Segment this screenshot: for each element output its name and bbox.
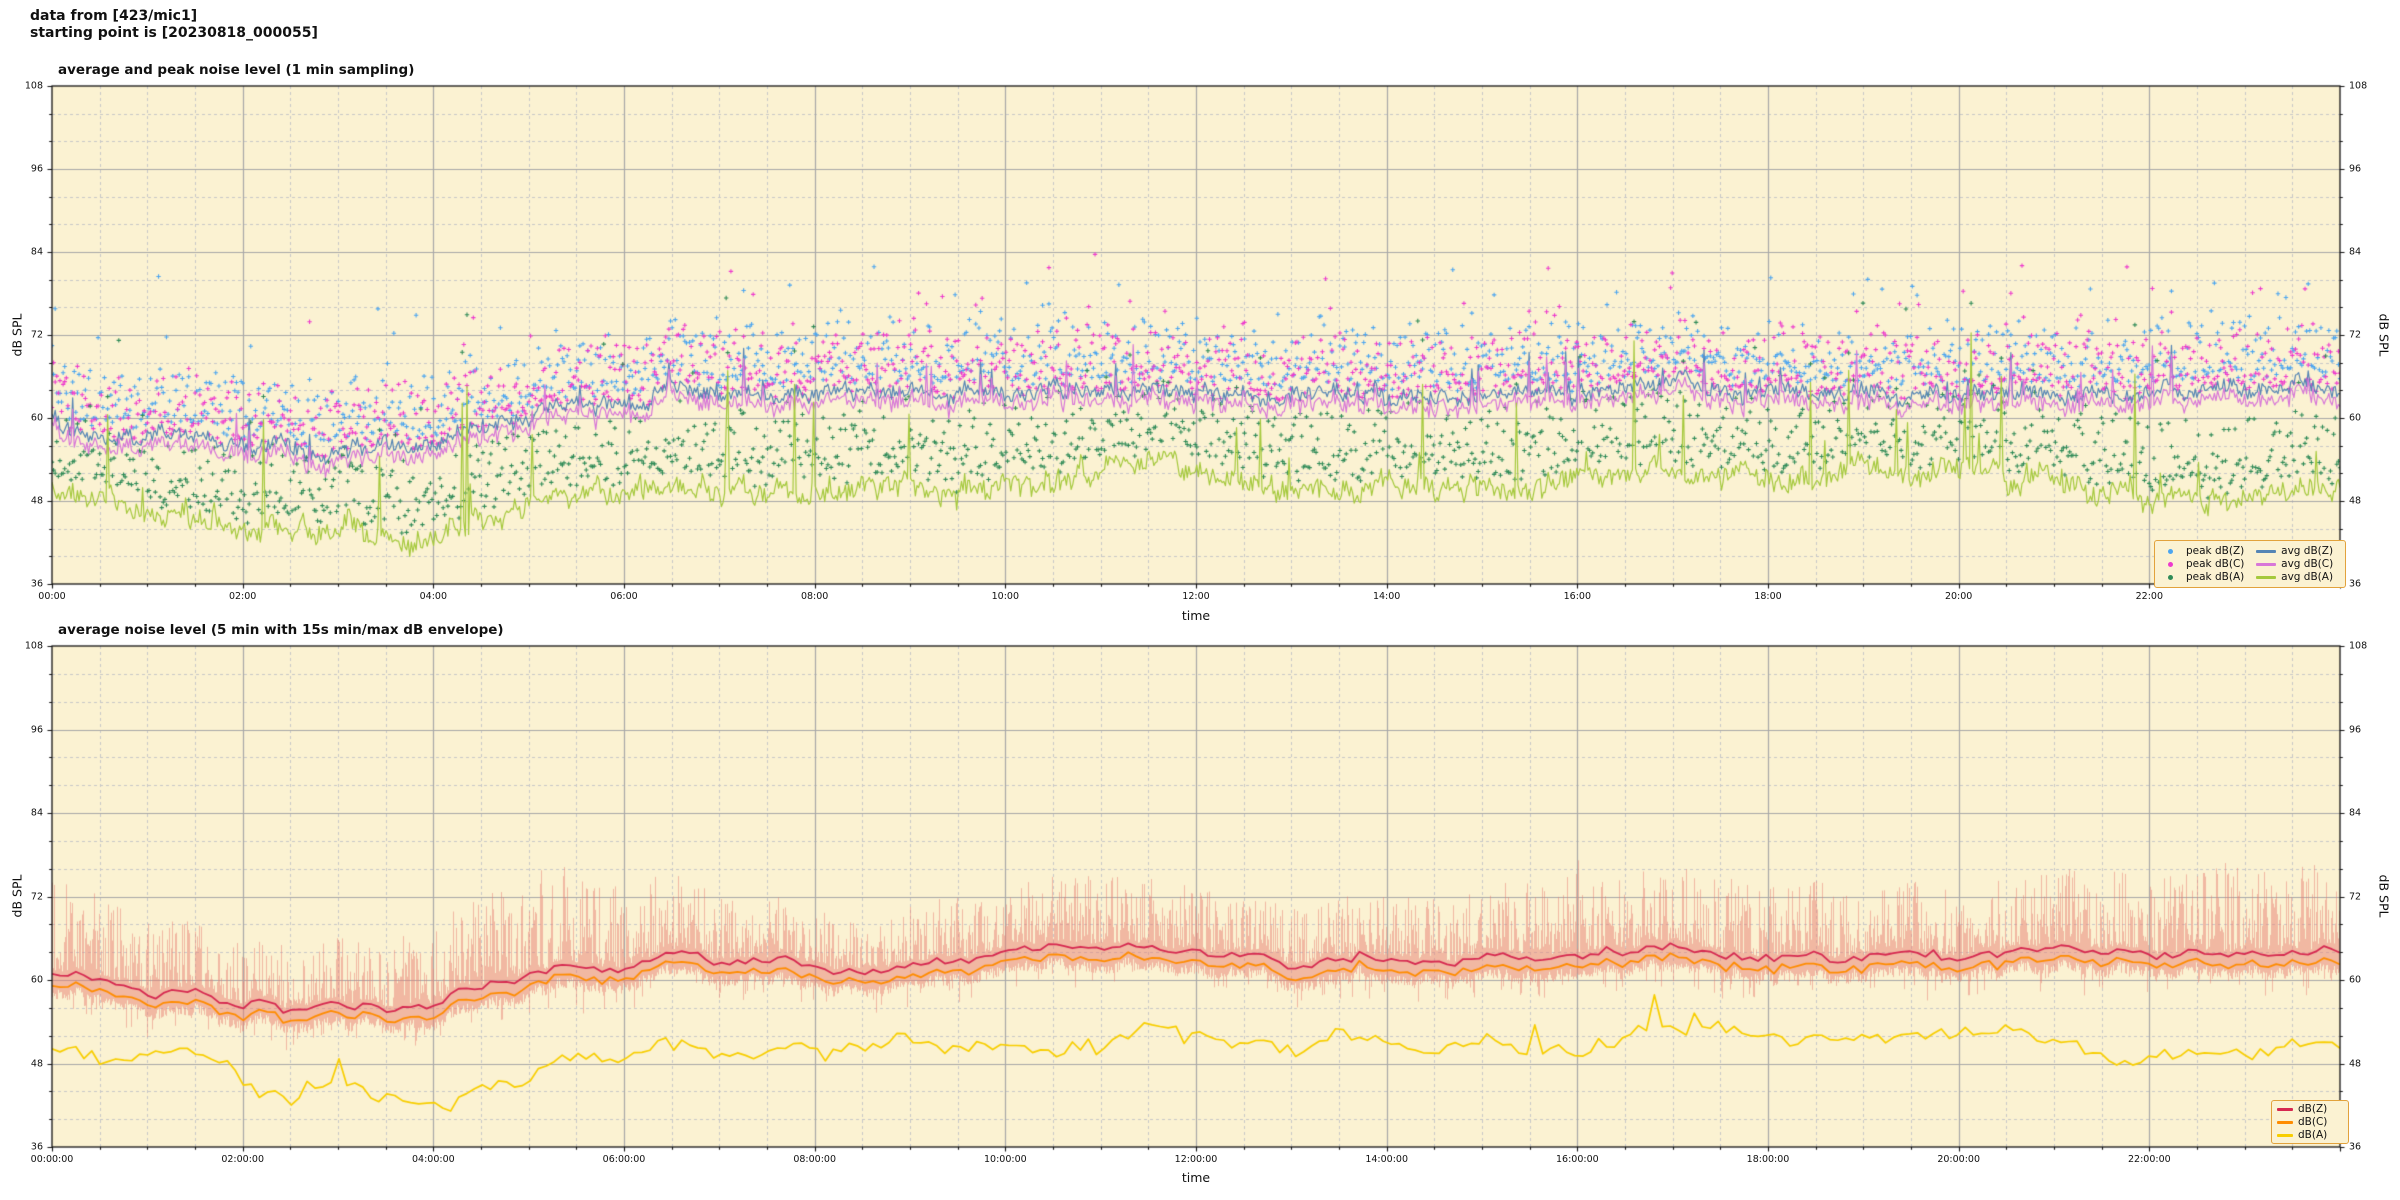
chart2-legend: dB(Z) dB(C) dB(A) bbox=[2271, 1100, 2349, 1144]
chart2-y-axis-label-right: dB SPL bbox=[2376, 874, 2392, 918]
chart1-y-tick-label-left: 108 bbox=[24, 80, 43, 92]
chart1-y-tick-label-right: 60 bbox=[2349, 412, 2362, 424]
dbc-line-icon bbox=[2277, 1120, 2293, 1124]
chart1-y-tick-label-right: 84 bbox=[2349, 246, 2362, 258]
chart1-x-axis-label: time bbox=[1181, 608, 1211, 623]
legend-label: peak dB(C) bbox=[2186, 557, 2245, 570]
chart2-y-tick-label-left: 84 bbox=[30, 807, 43, 819]
legend-item-peak-dbc: peak dB(C) bbox=[2161, 558, 2250, 571]
chart2-x-tick-label: 02:00:00 bbox=[221, 1154, 264, 1165]
chart2-x-tick-label: 08:00:00 bbox=[793, 1154, 836, 1165]
chart1-x-tick-label: 18:00 bbox=[1754, 591, 1782, 602]
chart2-x-tick-label: 22:00:00 bbox=[2127, 1154, 2171, 1165]
chart2-x-tick-label: 06:00:00 bbox=[602, 1154, 646, 1165]
chart1-x-tick-label: 22:00 bbox=[2135, 591, 2164, 602]
legend-item-dbc: dB(C) bbox=[2277, 1116, 2343, 1129]
dbz-line-icon bbox=[2277, 1107, 2293, 1111]
chart1-plot-canvas bbox=[44, 78, 2348, 592]
chart2-x-tick-label: 00:00:00 bbox=[30, 1154, 74, 1165]
chart2-y-tick-label-right: 36 bbox=[2349, 1141, 2362, 1153]
legend-item-avg-dbz: avg dB(Z) bbox=[2256, 545, 2339, 558]
chart1-y-tick-label-right: 36 bbox=[2349, 578, 2362, 590]
chart1-y-tick-label-right: 72 bbox=[2349, 329, 2362, 341]
chart2-y-tick-label-right: 96 bbox=[2349, 724, 2362, 735]
chart1-y-tick-label-right: 96 bbox=[2349, 163, 2362, 175]
chart2-y-tick-label-right: 60 bbox=[2349, 974, 2362, 986]
legend-label: dB(A) bbox=[2298, 1128, 2328, 1141]
chart1-y-tick-label-right: 108 bbox=[2349, 80, 2368, 92]
chart1-x-tick-label: 10:00 bbox=[991, 591, 1020, 602]
chart1-y-tick-label-left: 96 bbox=[30, 163, 43, 175]
chart2-x-tick-label: 20:00:00 bbox=[1937, 1154, 1980, 1165]
chart1-y-tick-label-left: 36 bbox=[30, 578, 43, 590]
chart1-x-tick-label: 20:00 bbox=[1944, 591, 1973, 602]
chart2-y-tick-label-left: 48 bbox=[30, 1058, 43, 1069]
legend-label: avg dB(C) bbox=[2281, 557, 2334, 570]
avg-dba-line-icon bbox=[2256, 575, 2277, 579]
chart2-x-tick-label: 12:00:00 bbox=[1174, 1154, 1218, 1165]
chart1-y-tick-label-left: 60 bbox=[30, 412, 43, 424]
chart1-x-tick-label: 16:00 bbox=[1563, 591, 1592, 602]
chart2-x-tick-label: 16:00:00 bbox=[1555, 1154, 1599, 1165]
legend-item-peak-dba: peak dB(A) bbox=[2161, 571, 2250, 584]
chart2-y-tick-label-right: 48 bbox=[2349, 1058, 2362, 1069]
legend-label: peak dB(Z) bbox=[2186, 544, 2245, 557]
chart2-y-tick-label-right: 72 bbox=[2349, 891, 2362, 902]
chart1-y-tick-label-right: 48 bbox=[2349, 495, 2362, 507]
chart1-x-tick-label: 00:00 bbox=[38, 591, 66, 602]
legend-label: dB(C) bbox=[2298, 1115, 2328, 1128]
legend-label: avg dB(Z) bbox=[2281, 544, 2334, 557]
chart1-x-tick-label: 04:00 bbox=[419, 591, 448, 602]
legend-label: dB(Z) bbox=[2298, 1102, 2328, 1115]
chart1-title: average and peak noise level (1 min samp… bbox=[58, 62, 415, 78]
header-line-2: starting point is [20230818_000055] bbox=[30, 25, 318, 41]
avg-dbz-line-icon bbox=[2256, 549, 2277, 553]
chart2-y-tick-label-right: 84 bbox=[2349, 807, 2362, 819]
chart1-x-tick-label: 12:00 bbox=[1182, 591, 1210, 602]
chart1-x-tick-label: 14:00 bbox=[1372, 591, 1401, 602]
chart2-plot-canvas bbox=[44, 638, 2348, 1155]
peak-dbc-marker-icon bbox=[2168, 561, 2173, 567]
legend-item-avg-dbc: avg dB(C) bbox=[2256, 558, 2339, 571]
chart2-y-tick-label-left: 108 bbox=[24, 640, 43, 652]
chart2-y-tick-label-left: 72 bbox=[30, 891, 43, 902]
peak-dba-marker-icon bbox=[2168, 574, 2173, 580]
legend-item-peak-dbz: peak dB(Z) bbox=[2161, 545, 2250, 558]
chart2-title: average noise level (5 min with 15s min/… bbox=[58, 622, 504, 638]
chart2-x-tick-label: 04:00:00 bbox=[411, 1154, 455, 1165]
peak-dbz-marker-icon bbox=[2168, 548, 2173, 554]
legend-item-avg-dba: avg dB(A) bbox=[2256, 571, 2339, 584]
chart2-y-tick-label-left: 60 bbox=[30, 974, 43, 986]
chart2-x-tick-label: 14:00:00 bbox=[1365, 1154, 1408, 1165]
chart2-y-tick-label-left: 96 bbox=[30, 724, 43, 735]
chart1-legend: peak dB(Z) peak dB(C) peak dB(A) avg dB(… bbox=[2154, 540, 2346, 588]
chart2-x-tick-label: 10:00:00 bbox=[983, 1154, 1027, 1165]
header-line-1: data from [423/mic1] bbox=[30, 8, 198, 24]
dba-line-icon bbox=[2277, 1133, 2293, 1137]
chart2-x-axis-label: time bbox=[1181, 1170, 1211, 1185]
chart1-x-tick-label: 06:00 bbox=[610, 591, 638, 602]
avg-dbc-line-icon bbox=[2256, 562, 2277, 566]
legend-label: peak dB(A) bbox=[2186, 570, 2245, 583]
legend-label: avg dB(A) bbox=[2281, 570, 2334, 583]
legend-item-dba: dB(A) bbox=[2277, 1129, 2343, 1142]
chart2-x-tick-label: 18:00:00 bbox=[1746, 1154, 1790, 1165]
legend-item-dbz: dB(Z) bbox=[2277, 1103, 2343, 1116]
chart1-x-tick-label: 02:00 bbox=[228, 591, 257, 602]
chart1-y-tick-label-left: 84 bbox=[30, 246, 43, 258]
chart2-y-tick-label-right: 108 bbox=[2349, 640, 2368, 652]
chart1-y-tick-label-left: 72 bbox=[30, 329, 43, 341]
chart2-y-axis-label-left: dB SPL bbox=[9, 874, 25, 918]
chart1-x-tick-label: 08:00 bbox=[800, 591, 829, 602]
chart1-y-tick-label-left: 48 bbox=[30, 495, 43, 507]
chart2-y-tick-label-left: 36 bbox=[30, 1141, 43, 1153]
